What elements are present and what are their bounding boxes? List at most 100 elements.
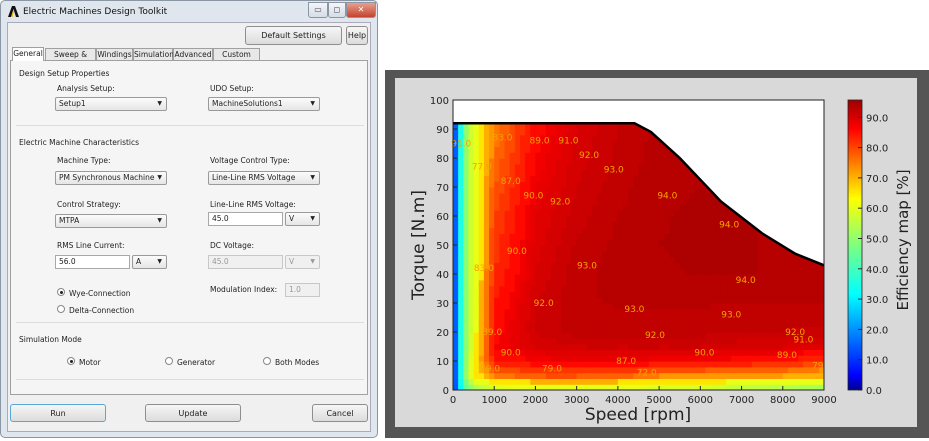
heatmap-cell bbox=[468, 250, 475, 258]
heatmap-cell bbox=[561, 291, 567, 298]
heatmap-cell bbox=[556, 314, 562, 321]
tab-windings[interactable]: Windings bbox=[96, 48, 133, 61]
heatmap-cell bbox=[586, 320, 593, 327]
machine-type-select[interactable]: PM Synchronous Machine ▼ bbox=[55, 171, 167, 185]
heatmap-cell bbox=[519, 303, 526, 310]
heatmap-cell bbox=[571, 198, 578, 205]
heatmap-cell bbox=[602, 158, 609, 165]
delta-connection-radio[interactable] bbox=[57, 305, 65, 313]
udo-setup-select[interactable]: MachineSolutions1 ▼ bbox=[208, 97, 320, 111]
heatmap-cell bbox=[695, 279, 701, 287]
heatmap-cell bbox=[483, 256, 490, 263]
heatmap-cell bbox=[519, 343, 526, 350]
cancel-button[interactable]: Cancel bbox=[312, 404, 368, 422]
heatmap-cell bbox=[710, 239, 717, 246]
heatmap-cell bbox=[525, 372, 531, 379]
heatmap-cell bbox=[777, 378, 784, 385]
heatmap-cell bbox=[736, 320, 743, 327]
heatmap-cell bbox=[602, 169, 609, 176]
voltage-control-select[interactable]: Line-Line RMS Voltage ▼ bbox=[208, 171, 320, 185]
maximize-button[interactable]: ◻ bbox=[328, 2, 346, 18]
heatmap-cell bbox=[478, 216, 485, 223]
generator-radio[interactable] bbox=[165, 357, 173, 365]
both-modes-label: Both Modes bbox=[275, 358, 320, 367]
heatmap-cell bbox=[473, 163, 480, 171]
heatmap-cell bbox=[690, 361, 696, 368]
heatmap-cell bbox=[767, 250, 774, 258]
modulation-index-input[interactable]: 1.0 bbox=[285, 283, 320, 297]
heatmap-cell bbox=[545, 378, 552, 385]
help-button[interactable]: Help bbox=[346, 26, 368, 45]
heatmap-cell bbox=[664, 187, 671, 194]
heatmap-cell bbox=[787, 314, 794, 321]
rms-current-input[interactable]: 56.0 bbox=[55, 255, 130, 269]
heatmap-cell bbox=[504, 129, 511, 136]
heatmap-cell bbox=[612, 169, 619, 176]
dc-voltage-input[interactable]: 45.0 bbox=[208, 255, 283, 269]
heatmap-cell bbox=[787, 366, 794, 374]
heatmap-cell bbox=[648, 163, 655, 171]
motor-radio[interactable] bbox=[67, 357, 75, 365]
heatmap-cell bbox=[669, 239, 676, 246]
heatmap-cell bbox=[710, 279, 717, 287]
heatmap-cell bbox=[633, 175, 640, 182]
heatmap-cell bbox=[762, 250, 768, 258]
ll-voltage-input[interactable]: 45.0 bbox=[208, 212, 283, 226]
heatmap-cell bbox=[556, 175, 562, 182]
heatmap-cell bbox=[530, 349, 537, 356]
heatmap-cell bbox=[576, 216, 583, 223]
heatmap-cell bbox=[602, 343, 609, 350]
heatmap-cell bbox=[736, 343, 743, 350]
heatmap-cell bbox=[504, 366, 511, 374]
heatmap-cell bbox=[597, 256, 604, 263]
dc-voltage-unit-select[interactable]: V ▼ bbox=[285, 255, 320, 269]
tab-general[interactable]: General bbox=[12, 47, 44, 61]
tab-advanced[interactable]: Advanced bbox=[173, 48, 213, 61]
heatmap-cell bbox=[674, 274, 681, 281]
current-unit-select[interactable]: A ▼ bbox=[132, 255, 167, 269]
heatmap-cell bbox=[530, 337, 537, 345]
default-settings-button[interactable]: Default Settings bbox=[245, 26, 342, 45]
heatmap-cell bbox=[494, 372, 500, 379]
heatmap-cell bbox=[525, 337, 531, 345]
heatmap-cell bbox=[782, 337, 789, 345]
heatmap-cell bbox=[561, 326, 567, 333]
x-axis-label: Speed [rpm] bbox=[585, 405, 691, 425]
heatmap-cell bbox=[540, 192, 547, 200]
analysis-setup-select[interactable]: Setup1 ▼ bbox=[55, 97, 167, 111]
heatmap-cell bbox=[602, 349, 609, 356]
heatmap-cell bbox=[669, 274, 676, 281]
close-button[interactable]: ✕ bbox=[346, 2, 376, 18]
heatmap-cell bbox=[530, 152, 537, 159]
heatmap-cell bbox=[818, 279, 824, 287]
control-strategy-select[interactable]: MTPA ▼ bbox=[55, 214, 167, 228]
heatmap-cell bbox=[545, 349, 552, 356]
wye-connection-radio[interactable] bbox=[57, 288, 65, 296]
heatmap-cell bbox=[458, 361, 464, 368]
heatmap-cell bbox=[690, 262, 696, 269]
heatmap-cell bbox=[746, 279, 753, 287]
heatmap-cell bbox=[453, 198, 459, 205]
run-button[interactable]: Run bbox=[10, 404, 106, 422]
heatmap-cell bbox=[581, 308, 588, 316]
heatmap-cell bbox=[586, 123, 593, 130]
heatmap-cell bbox=[489, 134, 495, 142]
heatmap-cell bbox=[798, 343, 804, 350]
update-button[interactable]: Update bbox=[145, 404, 241, 422]
heatmap-cell bbox=[705, 320, 712, 327]
tab-simulation[interactable]: Simulation bbox=[133, 48, 174, 61]
minimize-button[interactable]: ▭ bbox=[308, 2, 328, 18]
contour-label: 94.0 bbox=[736, 276, 756, 286]
both-modes-radio[interactable] bbox=[263, 357, 271, 365]
heatmap-cell bbox=[643, 146, 650, 153]
dropdown-arrow-icon: ▼ bbox=[310, 174, 315, 181]
heatmap-cell bbox=[772, 308, 779, 316]
heatmap-cell bbox=[695, 221, 701, 229]
ll-voltage-unit-select[interactable]: V ▼ bbox=[285, 212, 320, 226]
heatmap-cell bbox=[489, 279, 495, 287]
heatmap-cell bbox=[798, 366, 804, 374]
heatmap-cell bbox=[684, 245, 691, 252]
heatmap-cell bbox=[787, 285, 794, 292]
heatmap-cell bbox=[489, 129, 495, 136]
heatmap-cell bbox=[818, 349, 824, 356]
